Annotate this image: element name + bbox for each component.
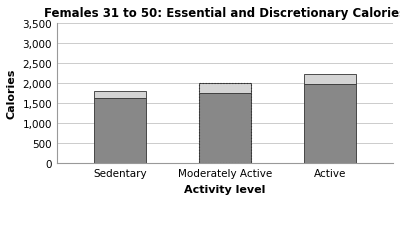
Bar <box>94 92 146 98</box>
Bar <box>199 93 251 163</box>
X-axis label: Activity level: Activity level <box>184 184 266 194</box>
Title: Females 31 to 50: Essential and Discretionary Calories: Females 31 to 50: Essential and Discreti… <box>44 7 400 20</box>
Y-axis label: Calories: Calories <box>7 69 17 119</box>
Bar <box>199 84 251 163</box>
Bar <box>304 75 356 84</box>
Bar <box>199 84 251 93</box>
Bar <box>304 84 356 163</box>
Bar <box>94 98 146 163</box>
